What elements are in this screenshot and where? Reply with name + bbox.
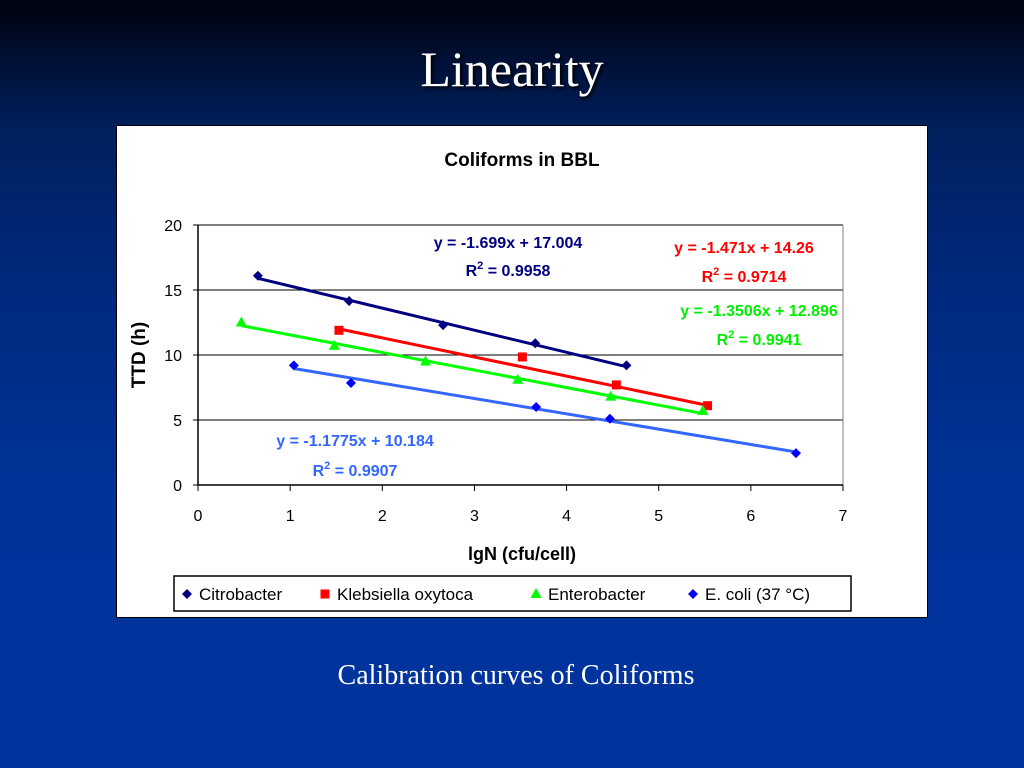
data-point-marker [420, 355, 432, 366]
chart-title: Coliforms in BBL [444, 150, 600, 171]
legend-marker [182, 589, 192, 599]
data-point-marker [328, 339, 340, 350]
data-point-marker [605, 390, 617, 401]
y-tick-label: 0 [173, 478, 182, 495]
trendline-2 [241, 324, 704, 416]
scatter-chart: Coliforms in BBL 0 5 10 15 20 0 1 2 3 4 5 6 7 lgN (cfu… [129, 150, 852, 612]
data-point-marker [530, 338, 541, 349]
x-tick-label: 0 [194, 508, 203, 525]
legend-item: Klebsiella oxytoca [337, 585, 474, 604]
legend-item: E. coli (37 °C) [705, 585, 810, 604]
legend-item: Enterobacter [548, 585, 646, 604]
data-point-marker [512, 373, 524, 384]
legend-marker [320, 589, 330, 599]
data-point-marker [288, 360, 299, 371]
data-point-marker [621, 360, 632, 371]
x-tick-label: 6 [746, 508, 755, 525]
data-point-marker [611, 380, 621, 390]
data-point-marker [334, 325, 344, 335]
legend-item: Citrobacter [199, 585, 282, 604]
legend-marker [688, 589, 698, 599]
legend-box [173, 575, 852, 612]
x-axis-label: lgN (cfu/cell) [468, 544, 576, 564]
data-point-marker [344, 296, 355, 307]
trendline-1 [338, 327, 708, 407]
x-tick-label: 1 [286, 508, 295, 525]
r-squared-label: R2 = 0.9941 [717, 329, 802, 349]
x-tick-label: 4 [562, 508, 571, 525]
data-point-marker [703, 401, 713, 411]
y-axis-label: TTD (h) [129, 322, 150, 388]
x-tick-label: 3 [470, 508, 479, 525]
data-point-marker [235, 316, 247, 327]
trendline-equation: y = -1.699x + 17.004 [434, 235, 583, 252]
data-point-marker [791, 448, 802, 459]
data-point-marker [517, 352, 527, 362]
x-tick-label: 5 [654, 508, 663, 525]
trendline-3 [293, 367, 797, 454]
r-squared-label: R2 = 0.9907 [313, 460, 398, 480]
x-tick-label: 2 [378, 508, 387, 525]
y-tick-label: 20 [164, 218, 182, 235]
data-point-marker [438, 320, 449, 331]
x-tick-label: 7 [839, 508, 848, 525]
slide-title: Linearity [420, 41, 604, 97]
data-point-marker [252, 270, 263, 281]
r-squared-label: R2 = 0.9958 [466, 260, 551, 280]
data-point-marker [531, 402, 542, 412]
chart-container: Coliforms in BBL 0 5 10 15 20 0 1 2 3 4 5 6 7 lgN (cfu… [116, 125, 928, 618]
y-tick-label: 15 [164, 283, 182, 300]
trendline-equation: y = -1.1775x + 10.184 [276, 433, 434, 450]
y-tick-label: 5 [173, 413, 182, 430]
legend-marker [530, 588, 542, 598]
data-point-marker [345, 377, 356, 388]
trendline-equation: y = -1.3506x + 12.896 [680, 303, 838, 320]
y-tick-label: 10 [164, 348, 182, 365]
slide-caption: Calibration curves of Coliforms [337, 660, 695, 691]
r-squared-label: R2 = 0.9714 [702, 266, 787, 286]
data-point-marker [604, 413, 615, 424]
trendline-equation: y = -1.471x + 14.26 [674, 240, 814, 257]
data-point-marker [697, 404, 709, 415]
